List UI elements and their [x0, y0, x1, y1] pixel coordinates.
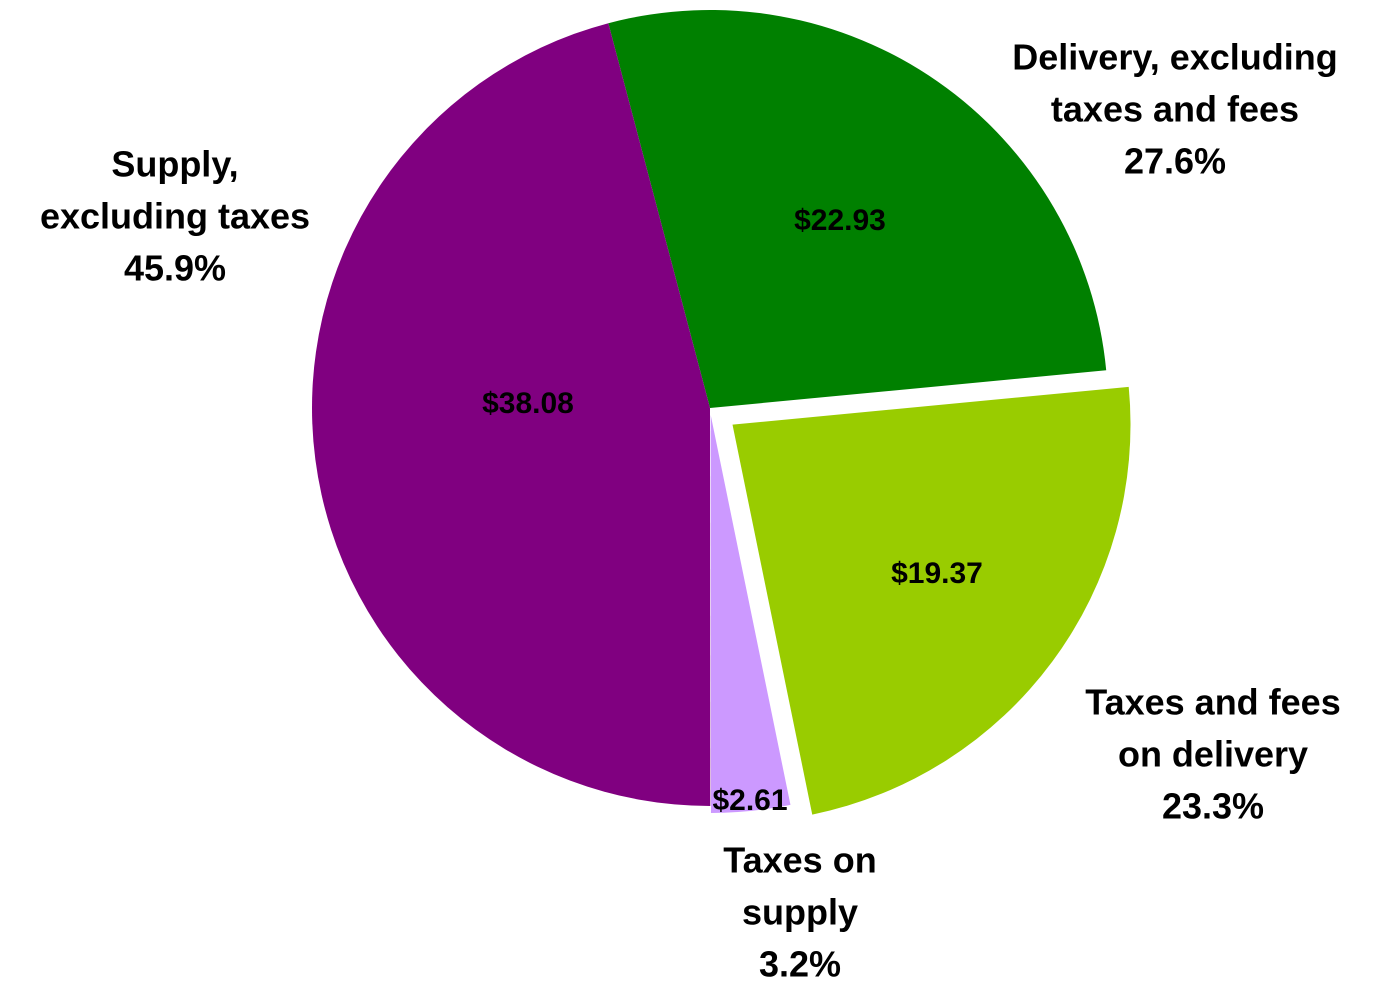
slice-label: supply	[742, 892, 858, 933]
slice-label: on delivery	[1118, 734, 1308, 775]
amount-label: $38.08	[482, 387, 574, 420]
percent-label: 23.3%	[1162, 786, 1264, 827]
pie-slice	[732, 386, 1131, 815]
slice-label: Delivery, excluding	[1012, 37, 1337, 78]
amount-label: $2.61	[712, 784, 787, 817]
slice-label: Taxes and fees	[1085, 682, 1340, 723]
slice-label: Taxes on	[723, 840, 876, 881]
pie-slice	[608, 9, 1107, 408]
amount-label: $22.93	[794, 204, 886, 237]
slice-label: excluding taxes	[40, 196, 310, 237]
slice-label: Supply,	[111, 144, 238, 185]
amount-label: $19.37	[891, 557, 983, 590]
pie-slice	[710, 414, 791, 813]
percent-label: 45.9%	[124, 248, 226, 289]
slice-label: taxes and fees	[1051, 89, 1299, 130]
percent-label: 27.6%	[1124, 141, 1226, 182]
pie-slice	[312, 23, 711, 807]
percent-label: 3.2%	[759, 944, 841, 982]
